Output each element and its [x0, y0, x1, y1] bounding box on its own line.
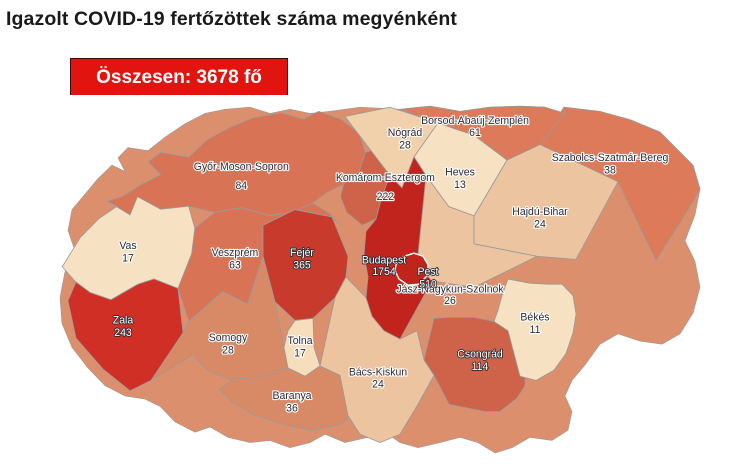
svg-text:36: 36	[286, 402, 298, 414]
svg-text:Veszprém: Veszprém	[212, 247, 259, 259]
svg-text:61: 61	[469, 127, 481, 139]
svg-text:Zala: Zala	[113, 314, 133, 326]
svg-text:243: 243	[114, 327, 132, 339]
svg-text:Csongrád: Csongrád	[457, 349, 503, 361]
svg-text:Heves: Heves	[445, 166, 475, 178]
svg-text:24: 24	[372, 379, 384, 391]
svg-text:Bács-Kiskun: Bács-Kiskun	[349, 366, 407, 378]
svg-text:1754: 1754	[372, 266, 395, 278]
svg-text:Békés: Békés	[520, 311, 549, 323]
svg-text:26: 26	[444, 295, 456, 307]
svg-text:Pest: Pest	[418, 266, 439, 278]
svg-text:24: 24	[534, 218, 546, 230]
svg-text:Baranya: Baranya	[272, 390, 311, 402]
svg-text:13: 13	[454, 179, 466, 191]
svg-text:Komárom-Esztergom: Komárom-Esztergom	[336, 172, 435, 184]
svg-text:Jász-Nagykun-Szolnok: Jász-Nagykun-Szolnok	[396, 283, 504, 295]
svg-text:Budapest: Budapest	[362, 254, 406, 266]
svg-text:Borsod-Abaúj-Zemplén: Borsod-Abaúj-Zemplén	[421, 115, 529, 127]
svg-text:Szabolcs-Szatmár-Bereg: Szabolcs-Szatmár-Bereg	[552, 152, 669, 164]
svg-text:Nógrád: Nógrád	[388, 127, 422, 139]
svg-text:63: 63	[229, 260, 241, 272]
svg-text:Fejér: Fejér	[290, 247, 314, 259]
svg-text:Hajdú-Bihar: Hajdú-Bihar	[512, 206, 568, 218]
svg-text:Vas: Vas	[119, 240, 136, 252]
svg-text:510: 510	[419, 278, 437, 290]
svg-text:Somogy: Somogy	[209, 332, 248, 344]
svg-text:38: 38	[604, 164, 616, 176]
svg-text:17: 17	[294, 347, 306, 359]
svg-text:28: 28	[399, 139, 411, 151]
svg-text:222: 222	[377, 191, 395, 203]
svg-text:84: 84	[235, 180, 247, 192]
svg-text:28: 28	[222, 344, 234, 356]
svg-text:17: 17	[122, 252, 134, 264]
svg-text:11: 11	[530, 324, 541, 336]
svg-text:114: 114	[472, 361, 489, 373]
svg-text:Tolna: Tolna	[287, 335, 312, 347]
svg-text:365: 365	[293, 260, 311, 272]
svg-text:Győr-Moson-Sopron: Győr-Moson-Sopron	[194, 161, 289, 173]
